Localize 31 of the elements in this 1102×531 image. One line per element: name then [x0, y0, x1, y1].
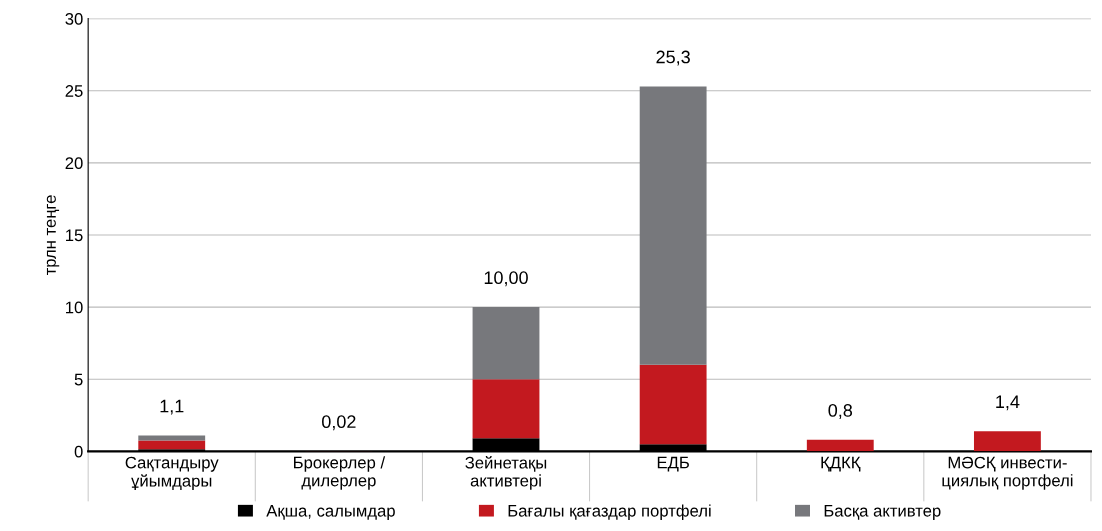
x-tick-label: ҚДКҚ: [821, 456, 861, 472]
bar: [973, 431, 1041, 452]
legend-label: Басқа активтер: [824, 505, 941, 520]
y-tick-label: 30: [65, 12, 83, 25]
y-axis-title: трлн теңге: [46, 195, 60, 276]
x-tick-label: Зейнетақы активтері: [465, 456, 547, 490]
y-tick-label: 0: [74, 445, 83, 458]
bar: [639, 364, 707, 445]
total-label: 0,02: [322, 415, 356, 431]
y-tick-label: 25: [65, 85, 83, 97]
legend-label: Ақша, салымдар: [266, 505, 395, 520]
bar: [472, 307, 540, 380]
total-label: 0,8: [828, 404, 853, 419]
bar: [806, 439, 874, 452]
y-tick-label: 15: [66, 229, 83, 242]
y-tick-label: 20: [65, 157, 83, 170]
x-tick-label: Брокерлер / дилерлер: [294, 456, 386, 490]
total-label: 1,1: [160, 399, 184, 415]
bar: [138, 440, 206, 450]
x-tick-label: МӘСҚ инвести- циялық портфелі: [942, 456, 1073, 490]
legend-label: Бағалы қағаздар портфелі: [508, 504, 711, 520]
x-tick-label: ЕДБ: [657, 456, 689, 472]
total-label: 25,3: [656, 50, 690, 66]
total-label: 10,00: [484, 271, 528, 287]
total-label: 1,4: [996, 395, 1020, 411]
y-tick-label: 5: [74, 373, 83, 386]
x-tick-label: Сақтандыру ұйымдары: [125, 456, 219, 491]
bar: [138, 435, 206, 441]
bar: [472, 379, 540, 439]
bar: [639, 86, 707, 365]
y-tick-label: 10: [66, 301, 83, 314]
